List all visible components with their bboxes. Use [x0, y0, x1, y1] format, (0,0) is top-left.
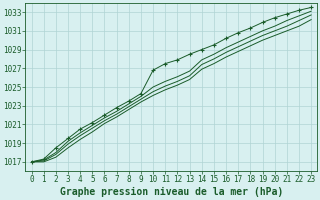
X-axis label: Graphe pression niveau de la mer (hPa): Graphe pression niveau de la mer (hPa)	[60, 187, 283, 197]
